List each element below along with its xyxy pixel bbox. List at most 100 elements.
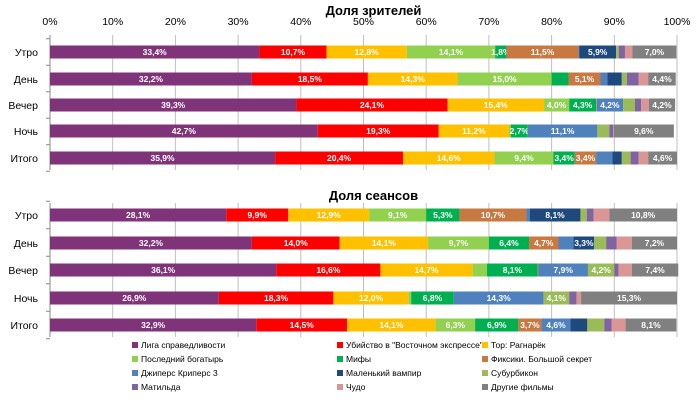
- legend-swatch: [482, 370, 488, 376]
- data-label: 32,2%: [139, 74, 164, 84]
- bar-segment: [50, 45, 260, 59]
- bar-segment: [50, 318, 257, 332]
- data-label: 9,4%: [514, 153, 534, 163]
- data-label: 4,7%: [534, 238, 554, 248]
- legend-swatch: [482, 356, 488, 362]
- x-tick-label: 30%: [228, 16, 249, 28]
- bar-segment: [648, 151, 677, 165]
- bar-segment: [537, 263, 539, 277]
- category-label: День: [14, 238, 39, 250]
- bar-segment: [339, 236, 429, 250]
- bar-segment: [347, 318, 436, 332]
- data-label: 4,6%: [653, 153, 673, 163]
- data-label: 39,3%: [161, 100, 186, 110]
- bar-segment: [596, 98, 624, 112]
- bar-segment: [580, 208, 587, 222]
- bar-segment: [596, 98, 597, 112]
- data-label: 9,7%: [449, 238, 469, 248]
- legend-label: Лига справедливости: [141, 340, 226, 350]
- legend-label: Джиперс Криперс 3: [141, 368, 218, 378]
- category-label: Утро: [15, 210, 38, 222]
- bar-segment: [50, 291, 219, 305]
- legend-label: Тор: Рагнарёк: [491, 340, 546, 350]
- legend-swatch: [337, 370, 343, 376]
- bar-segment: [618, 45, 625, 59]
- bar-segment: [538, 263, 588, 277]
- bar-segment: [600, 72, 608, 86]
- bar-segment: [616, 45, 619, 59]
- bar-segment: [508, 124, 511, 138]
- x-tick-label: 60%: [416, 16, 437, 28]
- bar-segment: [326, 45, 407, 59]
- bar-segment: [403, 151, 495, 165]
- data-label: 5,1%: [575, 74, 595, 84]
- chart-viewers-share: Доля зрителей 0% 10% 20% 30% 40% 50% 60% 70% 80% 9…: [8, 3, 691, 172]
- data-label: 16,6%: [316, 265, 341, 275]
- legend-label: Фиксики. Большой секрет: [491, 354, 592, 364]
- data-label: 10,8%: [631, 210, 656, 220]
- data-label: 3,7%: [520, 320, 540, 330]
- data-label: 8,1%: [545, 210, 565, 220]
- bar-segment: [275, 151, 404, 165]
- category-label: Ночь: [14, 126, 39, 138]
- bar-segment: [251, 236, 340, 250]
- bar-segment: [218, 291, 334, 305]
- data-label: 12,9%: [317, 210, 342, 220]
- bar-segment: [428, 236, 489, 250]
- bar-segment: [621, 151, 631, 165]
- x-tick-label: 80%: [541, 16, 562, 28]
- bar-segment: [612, 151, 622, 165]
- chart-sessions-share: Доля сеансов Утро 28,1% 9,9% 12,9% 9,1% 5,3% 10…: [8, 188, 679, 340]
- bar-segment: [581, 291, 677, 305]
- category-label: Вечер: [8, 100, 38, 112]
- bar-segment: [438, 124, 509, 138]
- data-label: 10,7%: [281, 47, 306, 57]
- bar-segment: [288, 208, 370, 222]
- data-label: 7,4%: [645, 265, 665, 275]
- bar-segment: [574, 151, 597, 165]
- bar-segment: [543, 291, 570, 305]
- data-label: 14,5%: [290, 320, 315, 330]
- legend-label: Убийство в "Восточном экспрессе": [346, 340, 483, 350]
- bar-segment: [597, 124, 610, 138]
- legend-swatch: [337, 342, 343, 348]
- bar-segment: [50, 98, 297, 112]
- bar-segment: [541, 318, 571, 332]
- chart-title: Доля зрителей: [326, 3, 422, 18]
- legend-label: Чудо: [346, 382, 366, 392]
- data-label: 11,1%: [551, 126, 575, 136]
- data-label: 4,2%: [591, 265, 611, 275]
- bar-segment: [453, 291, 544, 305]
- x-tick-label: 70%: [478, 16, 499, 28]
- bar-segment: [587, 263, 615, 277]
- bar-segment: [594, 236, 607, 250]
- bar-segment: [529, 236, 559, 250]
- data-label: 12,0%: [359, 293, 384, 303]
- bar-segment: [426, 208, 460, 222]
- bar-segment: [613, 124, 614, 138]
- bar-segment: [551, 72, 569, 86]
- bar-segment: [648, 72, 676, 86]
- bar-segment: [609, 124, 614, 138]
- bar-segment: [632, 45, 677, 59]
- data-label: 2,7%: [510, 126, 530, 136]
- x-tick-label: 100%: [664, 16, 691, 28]
- data-label: 15,3%: [617, 293, 642, 303]
- bar-segment: [623, 98, 635, 112]
- bar-segment: [408, 291, 412, 305]
- data-label: 15,0%: [493, 74, 518, 84]
- bar-segment: [518, 318, 542, 332]
- bar-segment: [527, 124, 598, 138]
- data-label: 14,1%: [372, 238, 397, 248]
- data-label: 4,1%: [547, 293, 567, 303]
- bar-segment: [50, 151, 276, 165]
- bar-segment: [568, 72, 601, 86]
- bar-segment: [459, 208, 527, 222]
- data-label: 7,2%: [645, 238, 665, 248]
- bar-segment: [367, 72, 458, 86]
- data-label: 11,5%: [531, 47, 555, 57]
- legend-label: Другие фильмы: [491, 382, 554, 392]
- bar-segment: [317, 124, 439, 138]
- bar-segment: [50, 236, 252, 250]
- bar-segment: [626, 72, 639, 86]
